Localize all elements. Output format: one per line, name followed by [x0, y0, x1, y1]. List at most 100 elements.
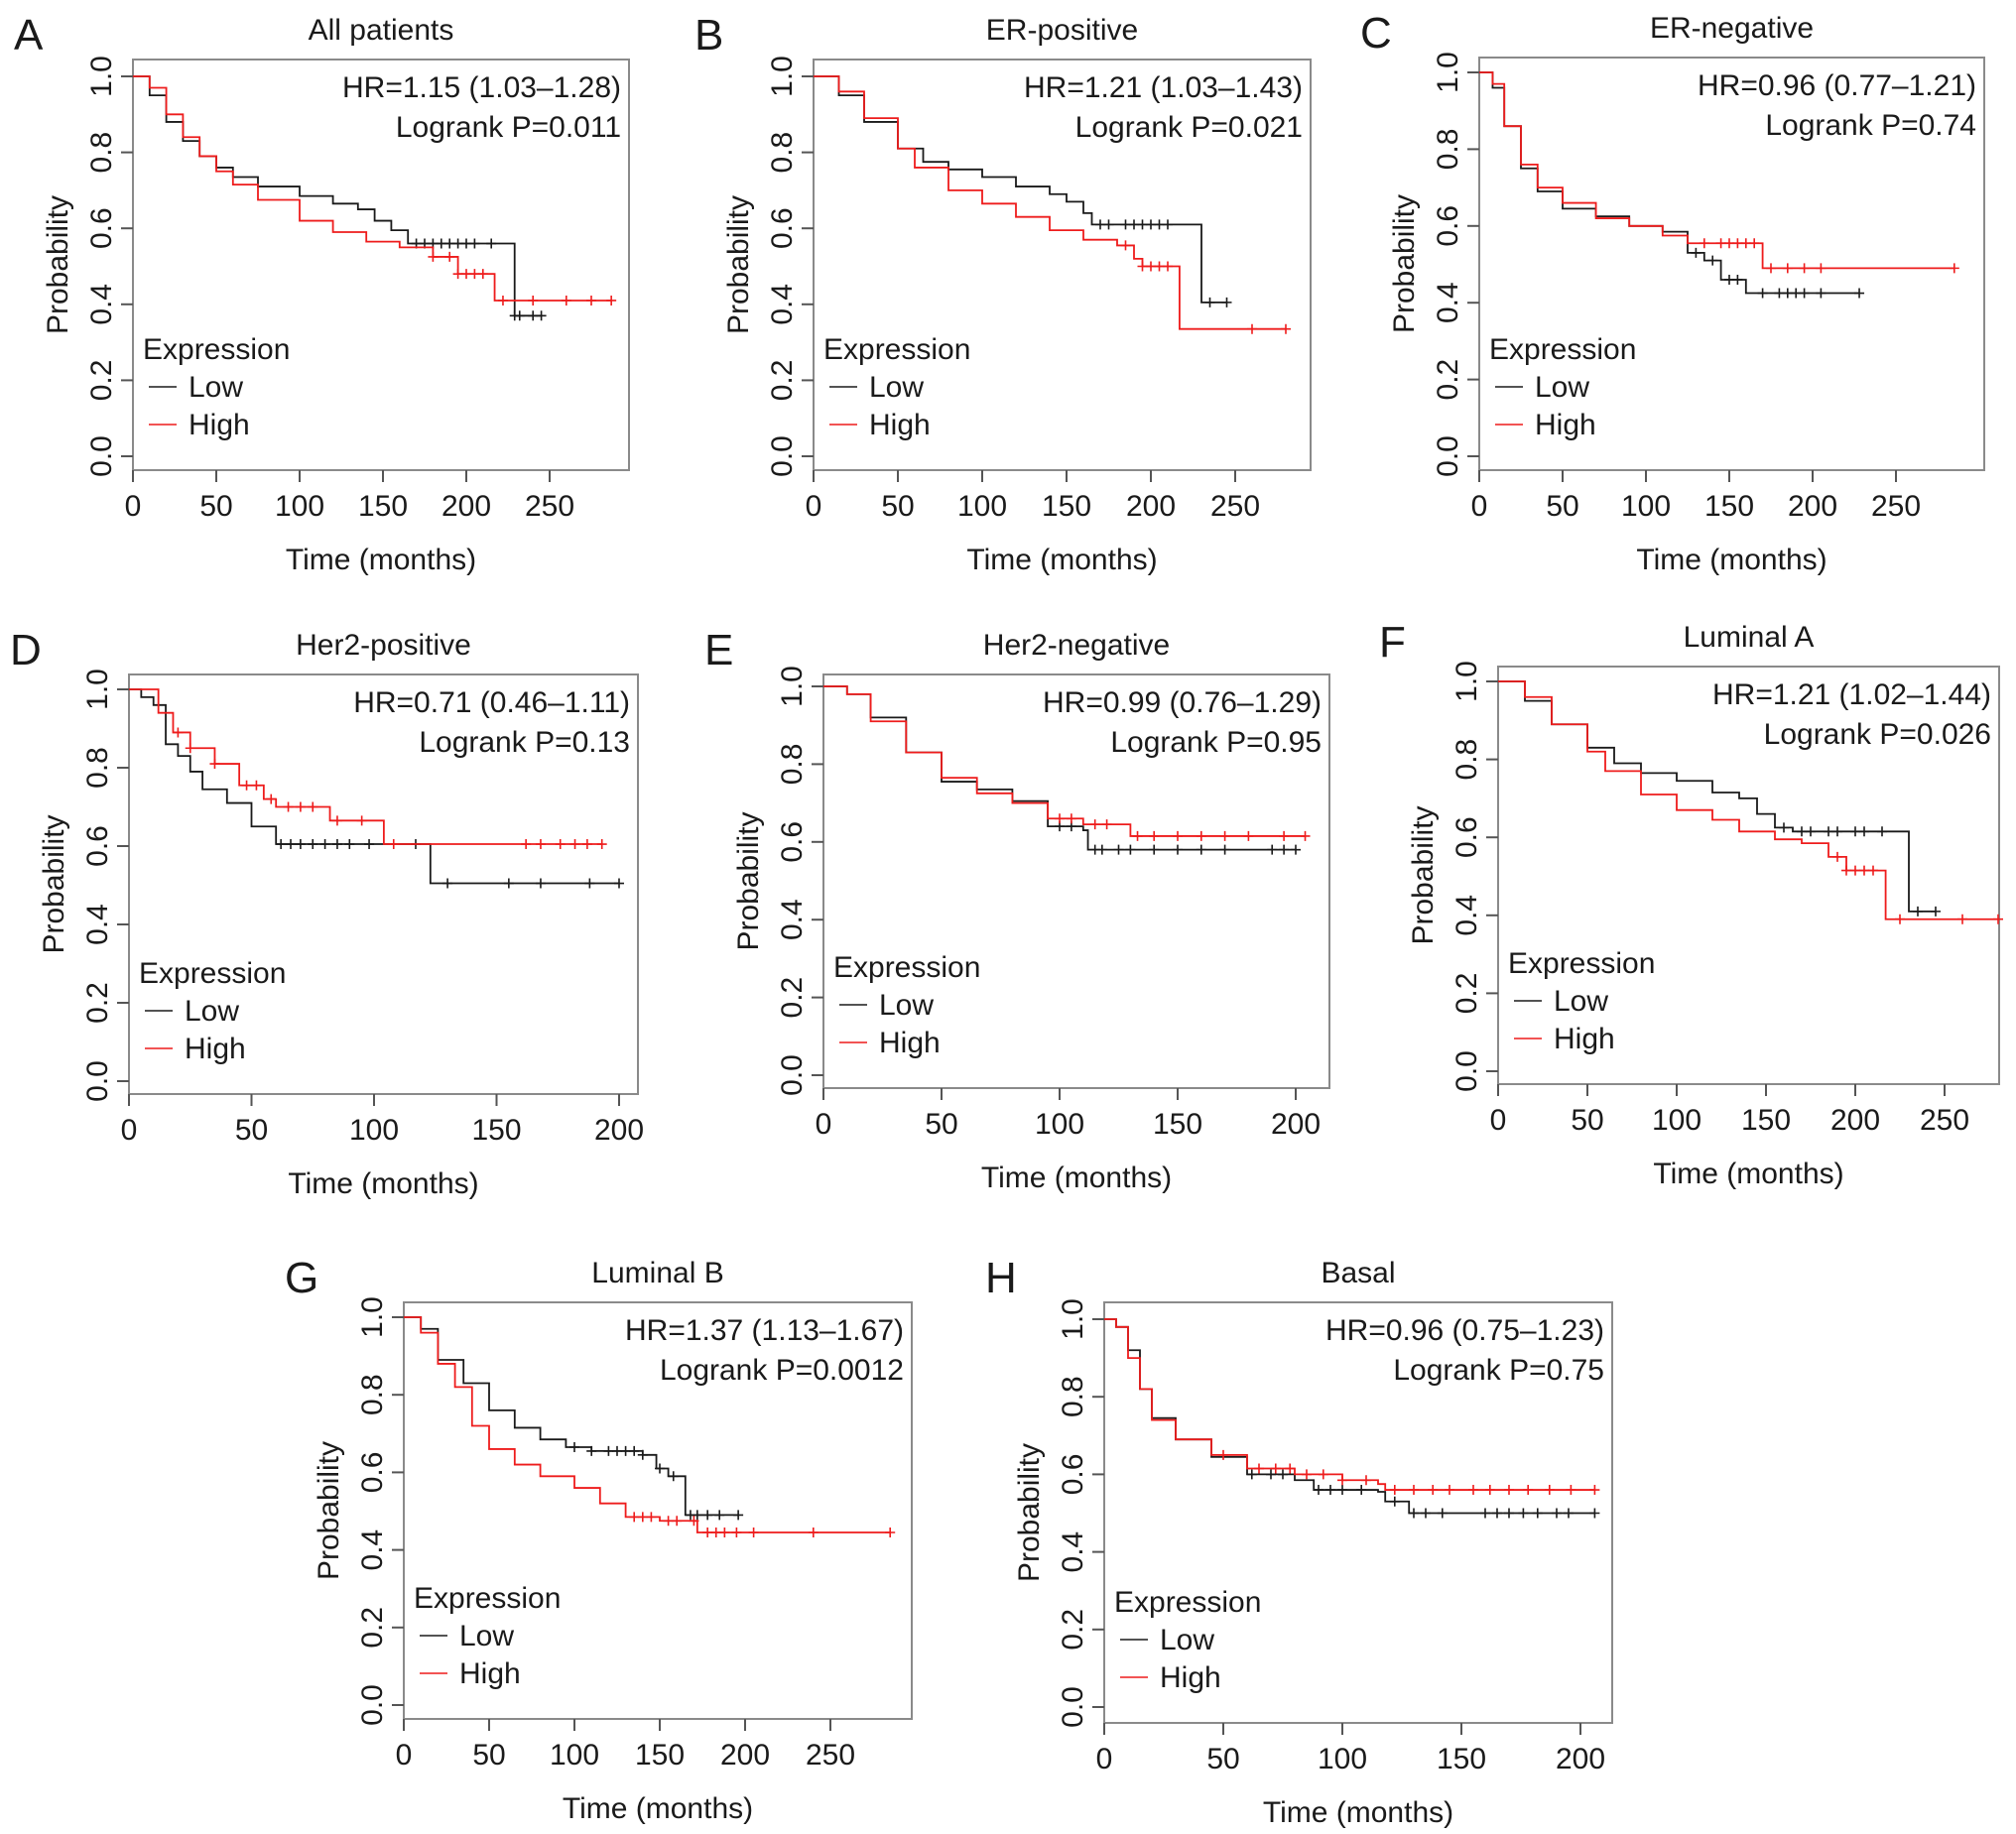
censor-mark	[1243, 830, 1254, 841]
panel-letter: D	[10, 626, 42, 674]
y-tick-label: 1.0	[81, 669, 114, 710]
survival-curve-low	[1104, 1318, 1595, 1515]
series-low	[404, 1316, 744, 1521]
censor-mark	[1480, 1508, 1490, 1519]
legend-label-low: Low	[185, 995, 239, 1028]
censor-mark	[1724, 238, 1734, 249]
plot-frame	[1478, 57, 1985, 471]
y-tick-label: 0.6	[776, 821, 809, 863]
plot-frame	[1103, 1301, 1613, 1724]
censor-mark	[1589, 1508, 1600, 1519]
censor-mark	[731, 1528, 742, 1538]
censor-mark	[1246, 1469, 1257, 1480]
hazard-ratio-text: HR=0.99 (0.76–1.29)	[1043, 686, 1322, 719]
panel-f: F Luminal A 0.0 0.2 0.4 0.6 0.8 1.0 0 50 100 150 200…	[1379, 618, 2003, 1190]
x-tick-label: 200	[1126, 490, 1176, 523]
x-tick-label: 0	[1471, 490, 1488, 523]
survival-curve-high	[1104, 1318, 1595, 1491]
censor-mark	[1564, 1508, 1574, 1519]
x-tick-label: 200	[594, 1114, 644, 1147]
censor-mark	[185, 743, 195, 754]
legend-label-low: Low	[1160, 1624, 1214, 1656]
legend-label-high: High	[189, 409, 250, 441]
censor-mark	[1279, 844, 1290, 855]
censor-mark	[702, 1528, 713, 1538]
x-tick-label: 50	[881, 490, 914, 523]
censor-mark	[1552, 1508, 1562, 1519]
censor-mark	[1715, 238, 1726, 249]
censor-mark	[596, 839, 607, 850]
censor-mark	[663, 1516, 674, 1527]
censor-mark	[733, 1510, 744, 1521]
x-tick-label: 250	[1920, 1104, 1969, 1137]
legend: Expression Low High	[1508, 947, 1655, 1055]
legend-title: Expression	[1489, 333, 1636, 366]
panel-e: E Her2-negative 0.0 0.2 0.4 0.6 0.8 1.0 0 50 100 15…	[704, 626, 1330, 1194]
censor-mark	[251, 780, 262, 791]
censor-mark	[528, 295, 539, 306]
censor-mark	[1841, 865, 1851, 876]
censor-mark	[436, 238, 446, 249]
panel-title: Luminal B	[591, 1257, 723, 1289]
censor-mark	[1285, 1463, 1296, 1474]
censor-mark	[283, 801, 294, 812]
y-tick-label: 0.4	[1432, 282, 1464, 323]
censor-mark	[1806, 826, 1816, 837]
legend-title: Expression	[823, 333, 970, 366]
y-axis-label: Probability	[1407, 805, 1440, 944]
legend-label-high: High	[1554, 1023, 1615, 1055]
censor-mark	[1279, 830, 1290, 841]
censor-mark	[308, 839, 318, 850]
censor-mark	[1913, 906, 1923, 917]
censor-mark	[1163, 219, 1173, 230]
x-tick-label: 50	[925, 1108, 957, 1141]
x-tick-label: 50	[1571, 1104, 1603, 1137]
y-tick-label: 1.0	[766, 56, 799, 97]
y-tick-label: 0.0	[776, 1054, 809, 1096]
x-tick-label: 0	[816, 1108, 832, 1141]
censor-mark	[209, 759, 220, 770]
censor-mark	[629, 1512, 640, 1523]
panel-title: ER-negative	[1650, 12, 1814, 45]
x-tick-label: 150	[1437, 1743, 1486, 1775]
censor-mark	[586, 295, 596, 306]
plot-frame	[822, 673, 1330, 1089]
censor-mark	[535, 839, 546, 850]
censor-mark	[444, 238, 455, 249]
y-tick-label: 0.4	[766, 284, 799, 325]
legend: Expression Low High	[414, 1582, 561, 1690]
censor-mark	[1504, 1508, 1514, 1519]
censor-mark	[1103, 219, 1114, 230]
logrank-p-text: Logrank P=0.011	[396, 111, 621, 144]
censor-mark	[1132, 830, 1143, 841]
y-axis-label: Probability	[732, 811, 765, 950]
censor-mark	[561, 295, 571, 306]
legend-label-high: High	[1535, 409, 1596, 441]
y-tick-label: 1.0	[776, 666, 809, 707]
censor-mark	[1824, 826, 1833, 837]
censor-mark	[1219, 844, 1230, 855]
censor-mark	[1732, 238, 1743, 249]
panel-title: ER-positive	[986, 14, 1138, 47]
y-tick-label: 0.6	[356, 1452, 389, 1494]
x-axis-label: Time (months)	[288, 1167, 478, 1200]
y-tick-label: 0.6	[1432, 205, 1464, 247]
censor-mark	[1325, 1485, 1335, 1496]
panel-a: A All patients 0.0 0.2 0.4 0.6 0.8 1.0 0 50 100 150…	[14, 11, 630, 576]
y-axis-label: Probability	[1013, 1443, 1046, 1582]
x-axis-label: Time (months)	[563, 1792, 753, 1825]
y-tick-label: 0.6	[766, 207, 799, 249]
logrank-p-text: Logrank P=0.13	[419, 726, 630, 759]
censor-mark	[1125, 844, 1136, 855]
y-tick-label: 0.6	[85, 207, 118, 249]
censor-mark	[1173, 844, 1183, 855]
y-tick-label: 0.8	[766, 132, 799, 174]
censor-mark	[620, 1445, 631, 1456]
censor-mark	[461, 269, 471, 280]
plot-frame	[403, 1301, 913, 1720]
censor-mark	[1859, 865, 1869, 876]
censor-mark	[173, 727, 184, 738]
censor-mark	[1518, 1508, 1529, 1519]
x-tick-label: 150	[1042, 490, 1091, 523]
censor-mark	[1566, 1485, 1576, 1496]
